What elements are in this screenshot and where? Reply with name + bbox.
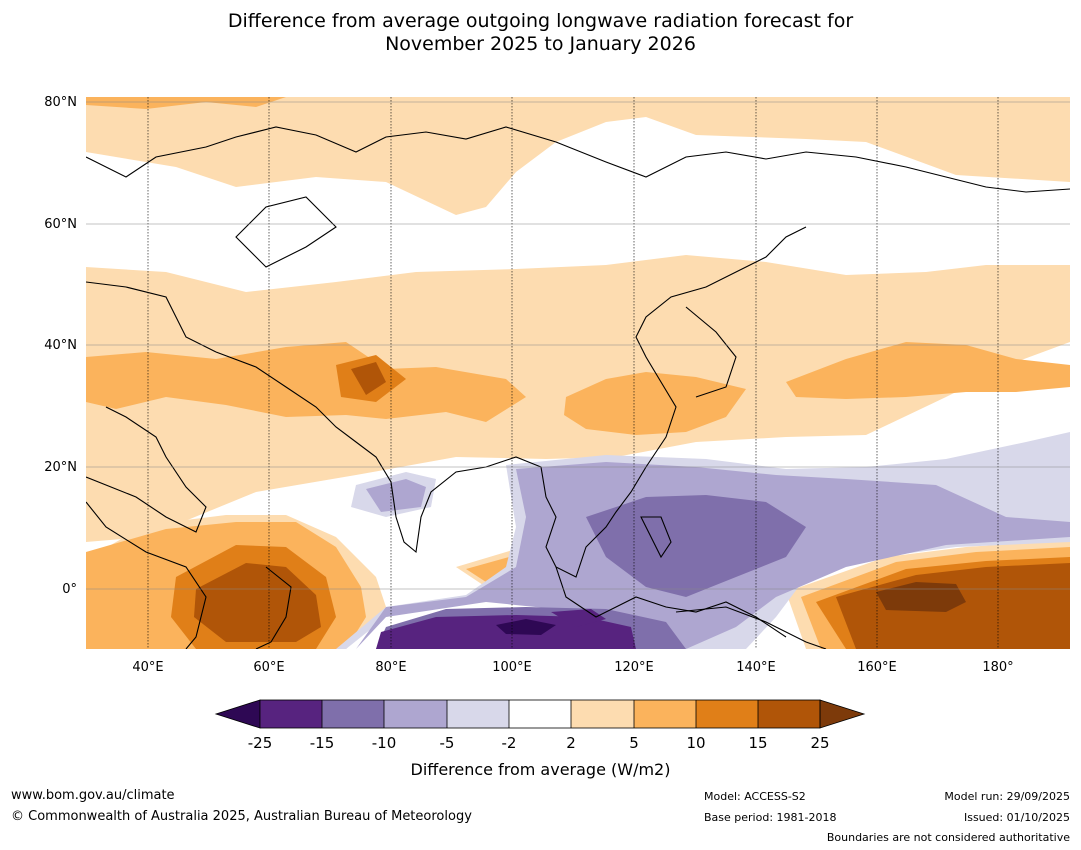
base-period: Base period: 1981-2018: [704, 811, 837, 824]
lon-label-180: 180°: [982, 660, 1014, 675]
colorbar-segment-4: [447, 700, 509, 728]
colorbar-tick-minus-10: -10: [371, 734, 397, 752]
lon-label-160e: 160°E: [857, 660, 897, 675]
graticule-parallels: [86, 101, 1070, 590]
olr-anomaly-map: [86, 97, 1070, 649]
colorbar-segment-2: [322, 700, 384, 728]
colorbar-segment-5: [509, 700, 571, 728]
colorbar-segment-9: [758, 700, 820, 728]
graticule-meridians: [147, 97, 999, 649]
colorbar-tick-minus-15: -15: [309, 734, 335, 752]
colorbar-segment-3: [384, 700, 447, 728]
colorbar-tick-5: 5: [629, 734, 639, 752]
colorbar-tick-10: 10: [686, 734, 706, 752]
colorbar-segment-1: [260, 700, 322, 728]
lat-label-0: 0°: [62, 582, 77, 597]
anomaly-below-minus-25-region: [496, 619, 556, 635]
chart-title: Difference from average outgoing longwav…: [0, 10, 1081, 56]
anomaly-above-25-region: [876, 582, 966, 612]
boundaries-disclaimer: Boundaries are not considered authoritat…: [826, 831, 1070, 844]
coastlines: [86, 126, 1070, 649]
colorbar-upper-extend: [819, 699, 866, 729]
title-line-2: November 2025 to January 2026: [385, 33, 696, 55]
model-run-date: Model run: 29/09/2025: [944, 790, 1070, 803]
lat-label-80n: 80°N: [44, 95, 77, 110]
lon-label-100e: 100°E: [492, 660, 532, 675]
colorbar-segment-7: [634, 700, 696, 728]
colorbar-tick-15: 15: [748, 734, 768, 752]
model-name: Model: ACCESS-S2: [704, 790, 806, 803]
colorbar: [214, 699, 866, 729]
lat-label-40n: 40°N: [44, 338, 77, 353]
colorbar-title: Difference from average (W/m2): [410, 760, 671, 779]
title-line-1: Difference from average outgoing longwav…: [227, 10, 854, 32]
colorbar-tick-minus-25: -25: [247, 734, 273, 752]
issued-date: Issued: 01/10/2025: [963, 811, 1070, 824]
colorbar-tick-minus-5: -5: [439, 734, 455, 752]
colorbar-tick-minus-2: -2: [501, 734, 517, 752]
bom-website-link[interactable]: www.bom.gov.au/climate: [11, 788, 175, 803]
colorbar-tick-25: 25: [810, 734, 830, 752]
lat-label-20n: 20°N: [44, 460, 77, 475]
lon-label-140e: 140°E: [736, 660, 776, 675]
colorbar-segment-6: [571, 700, 634, 728]
lon-label-80e: 80°E: [375, 660, 407, 675]
colorbar-tick-2: 2: [566, 734, 576, 752]
lon-label-40e: 40°E: [132, 660, 164, 675]
colorbar-lower-extend: [214, 699, 261, 729]
lon-label-60e: 60°E: [253, 660, 285, 675]
lon-label-120e: 120°E: [614, 660, 654, 675]
colorbar-segment-8: [696, 700, 758, 728]
colorbar-outline: [259, 699, 821, 729]
lat-label-60n: 60°N: [44, 217, 77, 232]
copyright-text: © Commonwealth of Australia 2025, Austra…: [11, 809, 472, 824]
